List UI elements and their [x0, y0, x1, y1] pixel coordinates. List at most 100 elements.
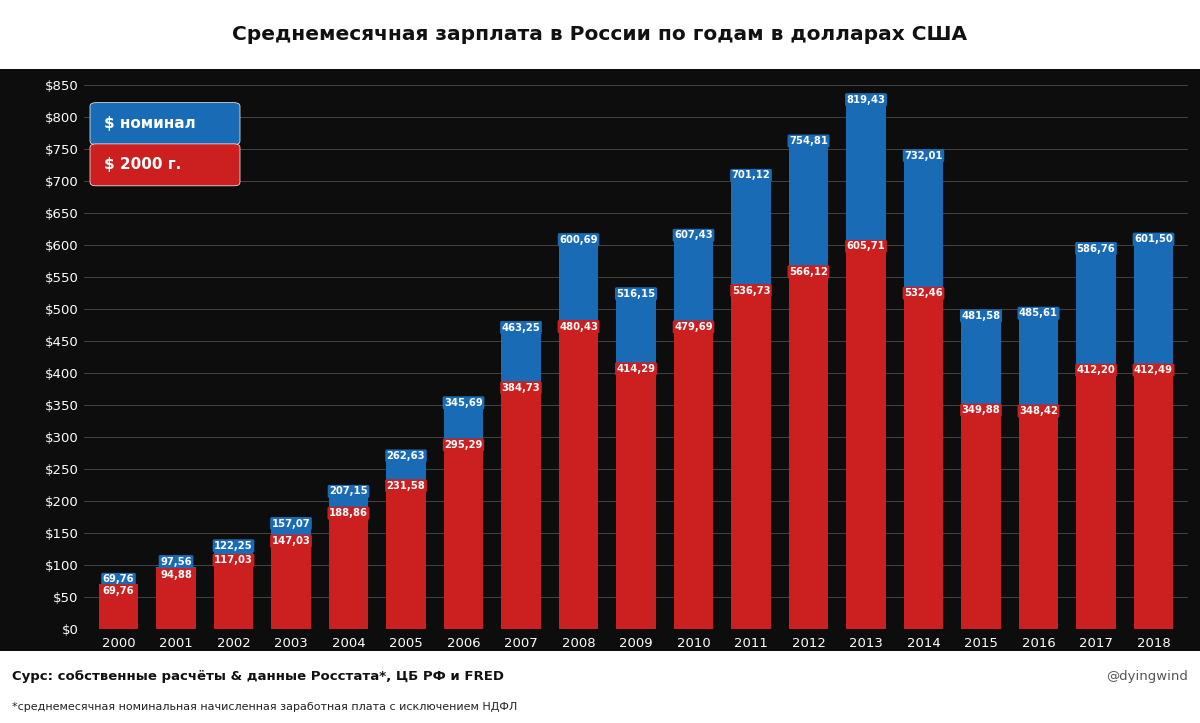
Text: 349,88: 349,88 — [961, 405, 1001, 415]
Text: 345,69: 345,69 — [444, 398, 482, 408]
Text: 94,88: 94,88 — [160, 570, 192, 580]
Text: 231,58: 231,58 — [386, 481, 425, 491]
Bar — [271, 535, 311, 629]
Bar — [1134, 365, 1174, 629]
Text: 485,61: 485,61 — [1019, 308, 1058, 318]
Text: Сурс: собственные расчёты & данные Росстата*, ЦБ РФ и FRED: Сурс: собственные расчёты & данные Росст… — [12, 669, 504, 683]
Text: 117,03: 117,03 — [214, 555, 253, 565]
Bar — [502, 333, 540, 382]
Text: 754,81: 754,81 — [790, 136, 828, 146]
Text: 188,86: 188,86 — [329, 508, 368, 518]
Bar — [156, 568, 196, 629]
Text: 566,12: 566,12 — [790, 267, 828, 277]
Bar — [846, 241, 886, 629]
Bar — [617, 299, 655, 364]
Text: 207,15: 207,15 — [329, 487, 368, 497]
Text: 607,43: 607,43 — [674, 231, 713, 240]
Bar — [386, 461, 426, 481]
Bar — [961, 405, 1001, 629]
Bar — [329, 508, 368, 629]
Text: 69,76: 69,76 — [103, 586, 134, 596]
Bar — [1134, 244, 1174, 365]
Bar — [904, 288, 943, 629]
Bar — [1076, 254, 1116, 365]
Bar — [444, 408, 484, 440]
Text: 601,50: 601,50 — [1134, 234, 1172, 244]
Text: 122,25: 122,25 — [214, 541, 253, 551]
Bar — [732, 180, 770, 629]
Bar — [617, 299, 655, 629]
Text: *среднемесячная номинальная начисленная заработная плата с исключением НДФЛ: *среднемесячная номинальная начисленная … — [12, 702, 517, 712]
Text: 732,01: 732,01 — [905, 150, 943, 161]
Text: 412,49: 412,49 — [1134, 365, 1172, 375]
Bar — [214, 551, 253, 629]
Bar — [502, 333, 540, 629]
Bar — [444, 440, 484, 629]
Text: 262,63: 262,63 — [386, 451, 425, 461]
Text: 480,43: 480,43 — [559, 322, 598, 332]
Text: 605,71: 605,71 — [847, 241, 886, 252]
Bar — [559, 322, 598, 629]
Bar — [732, 180, 770, 286]
Text: 384,73: 384,73 — [502, 382, 540, 393]
Bar — [329, 497, 368, 629]
Text: 463,25: 463,25 — [502, 322, 540, 333]
Text: 600,69: 600,69 — [559, 235, 598, 244]
Bar — [674, 240, 713, 322]
Text: 516,15: 516,15 — [617, 288, 655, 299]
Bar — [904, 161, 943, 629]
Bar — [386, 461, 426, 629]
Text: 147,03: 147,03 — [271, 536, 311, 546]
Bar — [732, 286, 770, 629]
Text: Среднемесячная зарплата в России по годам в долларах США: Среднемесячная зарплата в России по года… — [233, 25, 967, 44]
Text: @dyingwind: @dyingwind — [1106, 669, 1188, 683]
Bar — [156, 567, 196, 568]
Text: 69,76: 69,76 — [103, 574, 134, 584]
Bar — [788, 146, 828, 267]
Bar — [674, 240, 713, 629]
Bar — [98, 584, 138, 629]
Text: 532,46: 532,46 — [904, 288, 943, 299]
Bar — [1076, 365, 1116, 629]
Bar — [559, 244, 598, 322]
Bar — [214, 551, 253, 554]
Text: 157,07: 157,07 — [271, 518, 311, 529]
Bar — [444, 408, 484, 629]
Bar — [214, 554, 253, 629]
Text: 479,69: 479,69 — [674, 322, 713, 332]
Bar — [271, 529, 311, 535]
Bar — [1019, 318, 1058, 406]
Bar — [559, 244, 598, 629]
Bar — [617, 364, 655, 629]
Bar — [846, 105, 886, 241]
Text: 412,20: 412,20 — [1076, 365, 1115, 375]
Bar — [904, 161, 943, 288]
Bar — [788, 146, 828, 629]
Bar — [329, 497, 368, 508]
Text: $ 2000 г.: $ 2000 г. — [104, 158, 181, 172]
Text: 414,29: 414,29 — [617, 364, 655, 374]
Text: 586,76: 586,76 — [1076, 244, 1115, 254]
Bar — [98, 584, 138, 629]
Text: $ номинал: $ номинал — [104, 116, 196, 131]
Bar — [1076, 254, 1116, 629]
Text: 97,56: 97,56 — [160, 557, 192, 567]
Bar — [1134, 244, 1174, 629]
Text: 348,42: 348,42 — [1019, 406, 1058, 416]
Bar — [156, 567, 196, 629]
Bar — [502, 382, 540, 629]
Text: 536,73: 536,73 — [732, 286, 770, 296]
Bar — [788, 267, 828, 629]
Text: 295,29: 295,29 — [444, 440, 482, 450]
Bar — [674, 322, 713, 629]
Text: 481,58: 481,58 — [961, 311, 1001, 321]
Text: 701,12: 701,12 — [732, 171, 770, 180]
Text: 819,43: 819,43 — [846, 95, 886, 105]
Bar — [386, 481, 426, 629]
Bar — [961, 321, 1001, 629]
Bar — [271, 529, 311, 629]
Bar — [846, 105, 886, 629]
Bar — [961, 321, 1001, 405]
Bar — [1019, 406, 1058, 629]
Bar — [1019, 318, 1058, 629]
